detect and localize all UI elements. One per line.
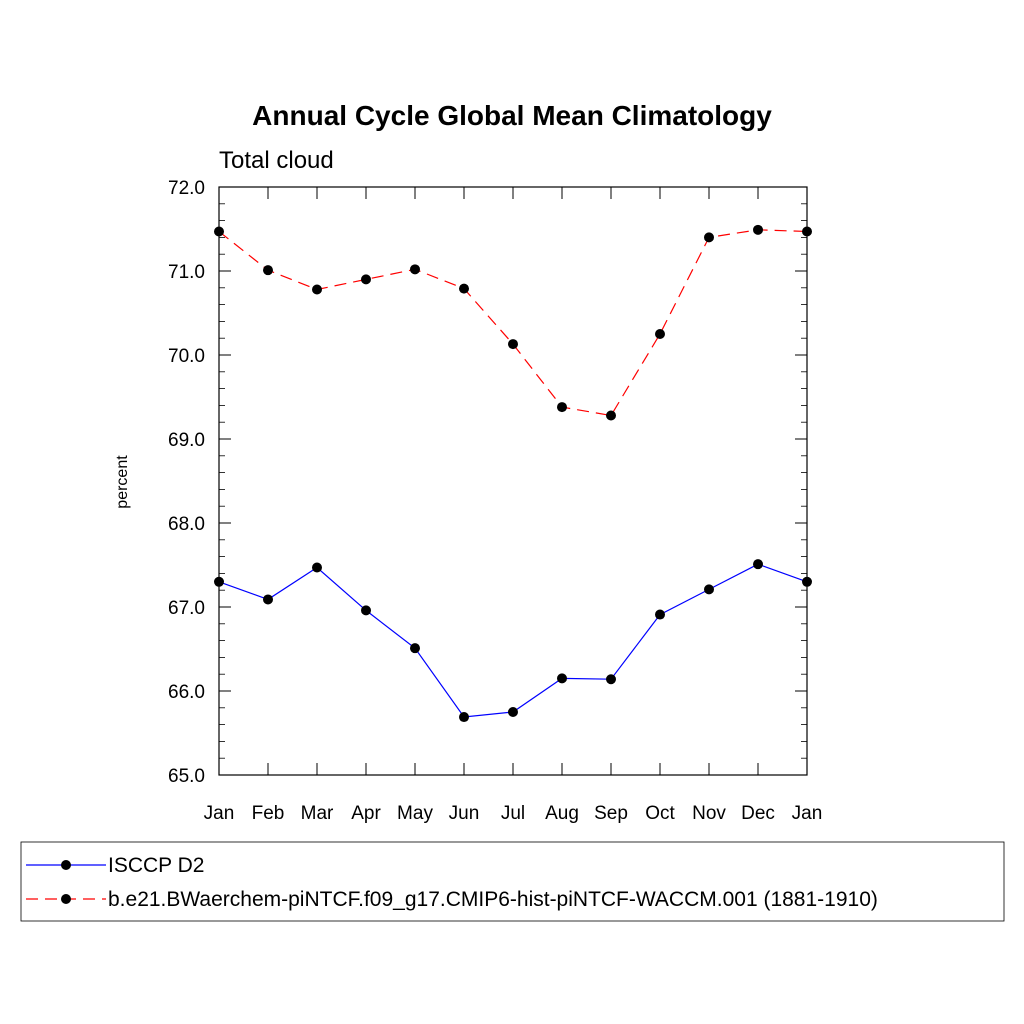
data-point bbox=[312, 562, 322, 573]
data-point bbox=[655, 609, 665, 620]
y-tick-label: 70.0 bbox=[168, 346, 205, 367]
series-1 bbox=[214, 559, 812, 723]
x-tick-label: Aug bbox=[545, 803, 579, 824]
y-axis-label: percent bbox=[114, 455, 131, 509]
data-point bbox=[802, 226, 812, 237]
data-point bbox=[704, 232, 714, 243]
data-point bbox=[361, 605, 371, 616]
data-point bbox=[263, 265, 273, 276]
data-point bbox=[753, 559, 763, 570]
data-point bbox=[557, 673, 567, 684]
x-tick-label: Apr bbox=[351, 803, 381, 824]
data-point bbox=[410, 264, 420, 275]
x-tick-label: Jul bbox=[501, 803, 525, 824]
data-point bbox=[606, 674, 616, 685]
legend: ISCCP D2 b.e21.BWaerchem-piNTCF.f09_g17.C… bbox=[20, 841, 1005, 922]
x-tick-label: Feb bbox=[252, 803, 285, 824]
x-tick-label: May bbox=[397, 803, 433, 824]
x-tick-label: Mar bbox=[301, 803, 334, 824]
data-point bbox=[557, 402, 567, 413]
y-tick-label: 67.0 bbox=[168, 598, 205, 619]
data-point bbox=[361, 274, 371, 285]
series-layer bbox=[214, 224, 812, 723]
data-point bbox=[704, 584, 714, 595]
data-point bbox=[508, 339, 518, 350]
data-point bbox=[410, 643, 420, 654]
data-point bbox=[655, 329, 665, 339]
axis-ticks: 65.0 66.0 67.0 68.0 69.0 70.0 71.0 72.0 Jan Feb Ma… bbox=[168, 178, 822, 824]
legend-marker bbox=[61, 860, 71, 870]
y-tick-label: 66.0 bbox=[168, 682, 205, 703]
y-tick-label: 69.0 bbox=[168, 430, 205, 451]
data-point bbox=[753, 224, 763, 235]
series-line bbox=[218, 229, 808, 417]
data-point bbox=[508, 707, 518, 717]
series-line bbox=[218, 563, 808, 718]
chart-subtitle: Total cloud bbox=[219, 147, 334, 174]
y-tick-label: 72.0 bbox=[168, 178, 205, 199]
y-tick-label: 65.0 bbox=[168, 766, 205, 787]
legend-label: ISCCP D2 bbox=[108, 854, 204, 877]
x-tick-label: Jan bbox=[792, 803, 823, 824]
x-tick-label: Jan bbox=[204, 803, 235, 824]
y-tick-label: 68.0 bbox=[168, 514, 205, 535]
chart-title: Annual Cycle Global Mean Climatology bbox=[252, 100, 772, 131]
data-point bbox=[214, 576, 224, 587]
data-point bbox=[214, 226, 224, 237]
legend-marker bbox=[61, 894, 71, 904]
x-tick-label: Oct bbox=[645, 803, 675, 824]
data-point bbox=[312, 284, 322, 295]
legend-box bbox=[20, 841, 1005, 922]
legend-label: b.e21.BWaerchem-piNTCF.f09_g17.CMIP6-his… bbox=[108, 888, 878, 911]
x-tick-label: Sep bbox=[594, 803, 628, 824]
data-point bbox=[263, 594, 273, 605]
data-point bbox=[606, 410, 616, 421]
series-2 bbox=[214, 224, 812, 421]
data-point bbox=[802, 576, 812, 587]
y-tick-label: 71.0 bbox=[168, 262, 205, 283]
x-tick-label: Nov bbox=[692, 803, 726, 824]
data-point bbox=[459, 283, 469, 294]
data-point bbox=[459, 712, 469, 723]
x-tick-label: Dec bbox=[741, 803, 775, 824]
plot-frame bbox=[218, 186, 808, 776]
x-tick-label: Jun bbox=[449, 803, 480, 824]
